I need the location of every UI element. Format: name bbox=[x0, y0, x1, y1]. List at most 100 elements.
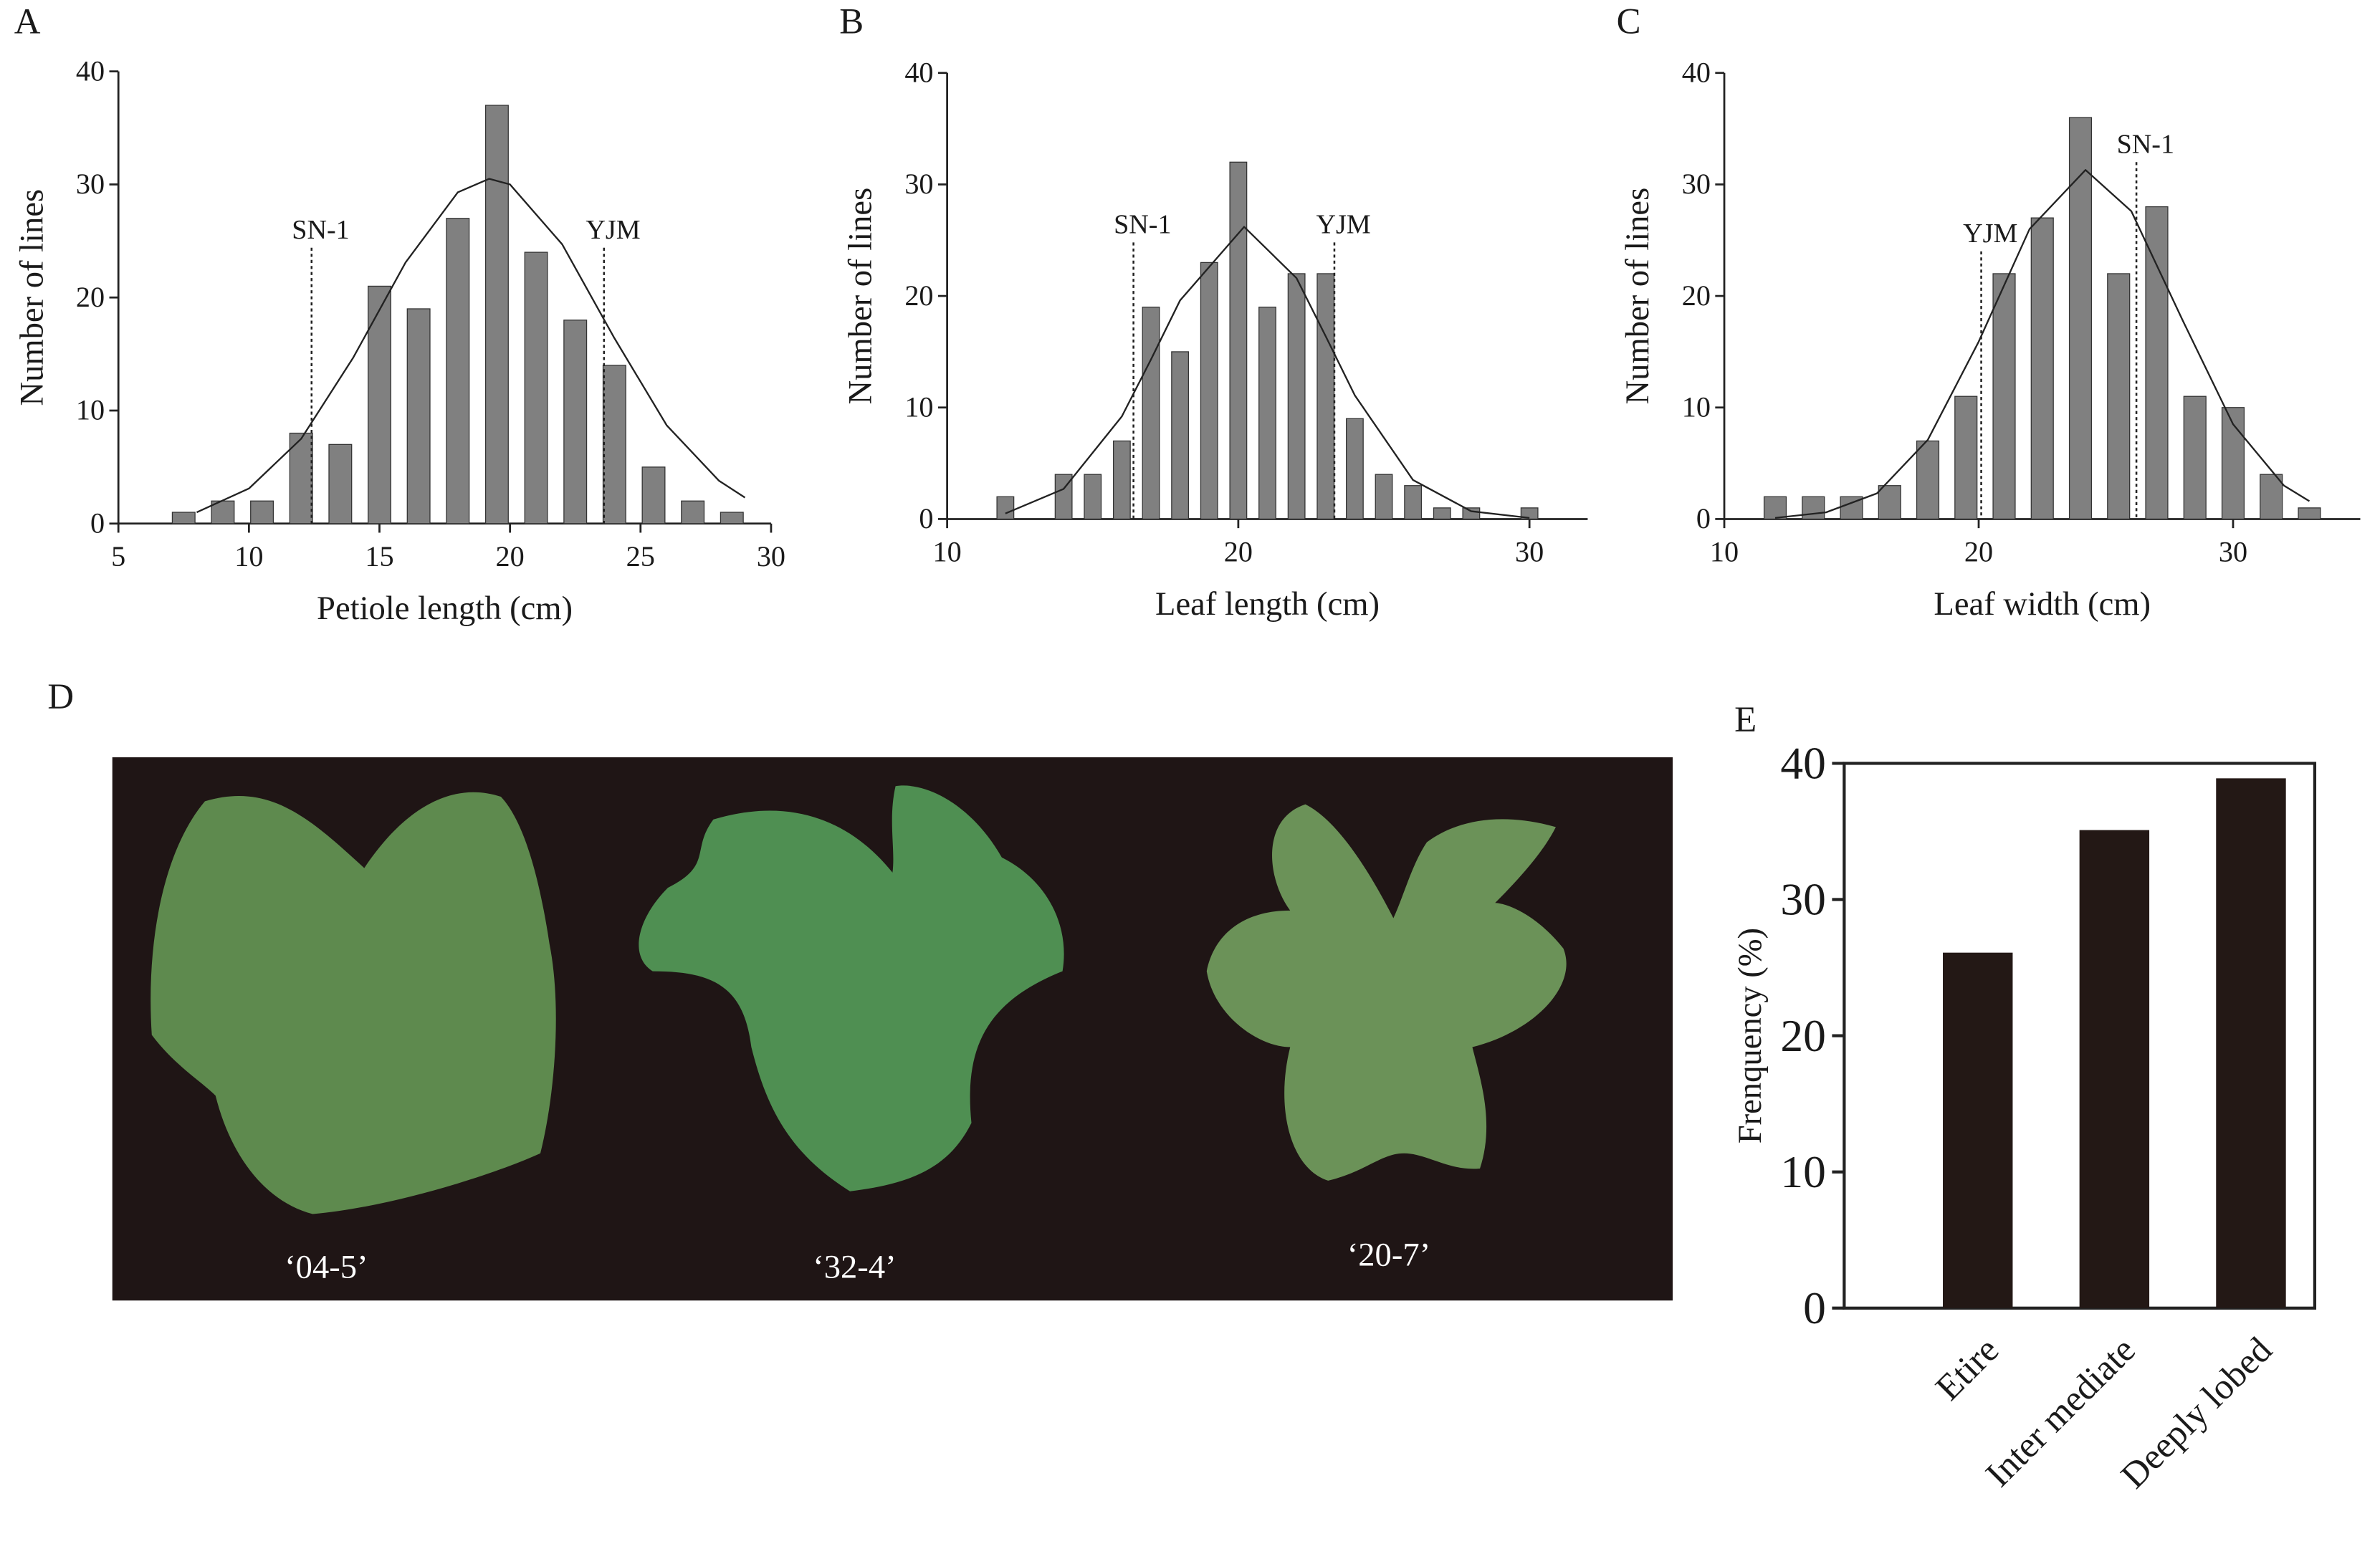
x-axis-title: Petiole length (cm) bbox=[317, 590, 573, 627]
y-tick-label: 0 bbox=[1803, 1282, 1826, 1333]
x-tick-label: 20 bbox=[496, 540, 525, 572]
x-tick-label: 5 bbox=[111, 540, 125, 572]
y-axis-title: Number of lines bbox=[842, 188, 879, 405]
x-tick-label: 10 bbox=[1710, 536, 1739, 568]
bar bbox=[1200, 262, 1218, 520]
bar bbox=[484, 105, 509, 524]
panel-label: D bbox=[47, 676, 74, 716]
y-tick-label: 20 bbox=[904, 279, 933, 312]
bar bbox=[1112, 440, 1131, 520]
y-tick-label: 0 bbox=[919, 502, 933, 534]
y-tick-label: 40 bbox=[76, 54, 105, 87]
x-axis-title: Leaf length (cm) bbox=[1155, 585, 1380, 623]
bar bbox=[1171, 351, 1190, 520]
panel-label: C bbox=[1617, 1, 1641, 42]
bar bbox=[2145, 206, 2169, 520]
bar bbox=[1954, 395, 1978, 520]
y-tick-label: 20 bbox=[76, 281, 105, 313]
bar bbox=[1802, 496, 1825, 520]
y-tick-label: 20 bbox=[1780, 1010, 1826, 1061]
bar bbox=[563, 320, 588, 524]
bar bbox=[602, 365, 626, 524]
bar bbox=[1763, 496, 1787, 520]
photo-label: ‘20-7’ bbox=[1347, 1236, 1430, 1273]
y-axis-title: Number of lines bbox=[1619, 188, 1656, 405]
leaf bbox=[150, 792, 556, 1214]
bar bbox=[2260, 474, 2283, 520]
bar bbox=[406, 308, 431, 524]
x-tick-label: 20 bbox=[1964, 536, 1993, 568]
bar bbox=[1520, 507, 1539, 520]
bar bbox=[2221, 407, 2245, 520]
x-tick-label: 10 bbox=[234, 540, 263, 572]
bar bbox=[446, 218, 470, 524]
y-tick-label: 40 bbox=[1780, 738, 1826, 789]
bar bbox=[1345, 418, 1364, 520]
bar bbox=[1943, 952, 2013, 1308]
bar bbox=[2216, 778, 2286, 1308]
bar bbox=[1287, 273, 1306, 520]
bar bbox=[1916, 440, 1940, 520]
bar bbox=[328, 443, 353, 524]
panel-label: B bbox=[839, 1, 864, 42]
bar bbox=[2068, 117, 2093, 520]
bar bbox=[1992, 273, 2016, 520]
y-tick-label: 30 bbox=[1682, 168, 1711, 200]
y-tick-label: 20 bbox=[1682, 279, 1711, 312]
y-tick-label: 10 bbox=[1682, 390, 1711, 423]
annotation: YJM bbox=[586, 215, 640, 245]
fit-curve bbox=[1005, 226, 1530, 519]
leaf bbox=[1206, 804, 1567, 1181]
x-tick-label: 30 bbox=[757, 540, 785, 572]
x-tick-label: 30 bbox=[1515, 536, 1544, 568]
panel-label: A bbox=[14, 1, 41, 42]
bar bbox=[1084, 474, 1102, 520]
bar bbox=[996, 496, 1015, 520]
annotation: YJM bbox=[1316, 210, 1371, 240]
annotation: SN-1 bbox=[1114, 210, 1171, 240]
y-axis-title: Frenquency (%) bbox=[1731, 928, 1769, 1143]
bar bbox=[1142, 307, 1160, 520]
fit-curve bbox=[196, 178, 746, 514]
bar bbox=[1229, 161, 1248, 520]
y-axis-title: Number of lines bbox=[13, 189, 50, 406]
bar bbox=[2079, 830, 2150, 1308]
bar bbox=[720, 512, 744, 524]
bar bbox=[641, 466, 666, 524]
bar bbox=[2030, 217, 2054, 520]
bar bbox=[1878, 485, 1901, 520]
bar bbox=[1375, 474, 1393, 520]
leaf bbox=[639, 785, 1064, 1191]
fit-curve bbox=[1774, 169, 2310, 519]
bar bbox=[1404, 485, 1423, 520]
bar bbox=[368, 285, 391, 524]
x-tick-label: 15 bbox=[365, 540, 393, 572]
bar bbox=[1462, 507, 1481, 520]
y-tick-label: 30 bbox=[76, 168, 105, 200]
annotation: YJM bbox=[1963, 219, 2017, 249]
bar bbox=[2107, 273, 2131, 520]
bar bbox=[289, 432, 313, 524]
y-tick-label: 0 bbox=[90, 507, 105, 539]
y-tick-label: 30 bbox=[1780, 874, 1826, 925]
y-tick-label: 40 bbox=[904, 56, 933, 88]
annotation: SN-1 bbox=[292, 215, 349, 245]
x-tick-label: 20 bbox=[1224, 536, 1253, 568]
bar bbox=[1258, 307, 1276, 520]
bar bbox=[1433, 507, 1451, 520]
bar bbox=[1316, 273, 1335, 520]
y-tick-label: 30 bbox=[904, 168, 933, 200]
photo-label: ‘32-4’ bbox=[813, 1248, 896, 1285]
x-tick-label: Etire bbox=[1928, 1330, 2006, 1408]
y-tick-label: 40 bbox=[1682, 56, 1711, 88]
panel-label: E bbox=[1734, 699, 1757, 739]
x-tick-label: 30 bbox=[2219, 536, 2247, 568]
y-tick-label: 10 bbox=[904, 390, 933, 423]
annotation: SN-1 bbox=[2117, 130, 2174, 160]
bar bbox=[250, 500, 274, 524]
bar bbox=[2298, 507, 2321, 520]
bar bbox=[681, 500, 705, 524]
y-tick-label: 0 bbox=[1696, 502, 1711, 534]
